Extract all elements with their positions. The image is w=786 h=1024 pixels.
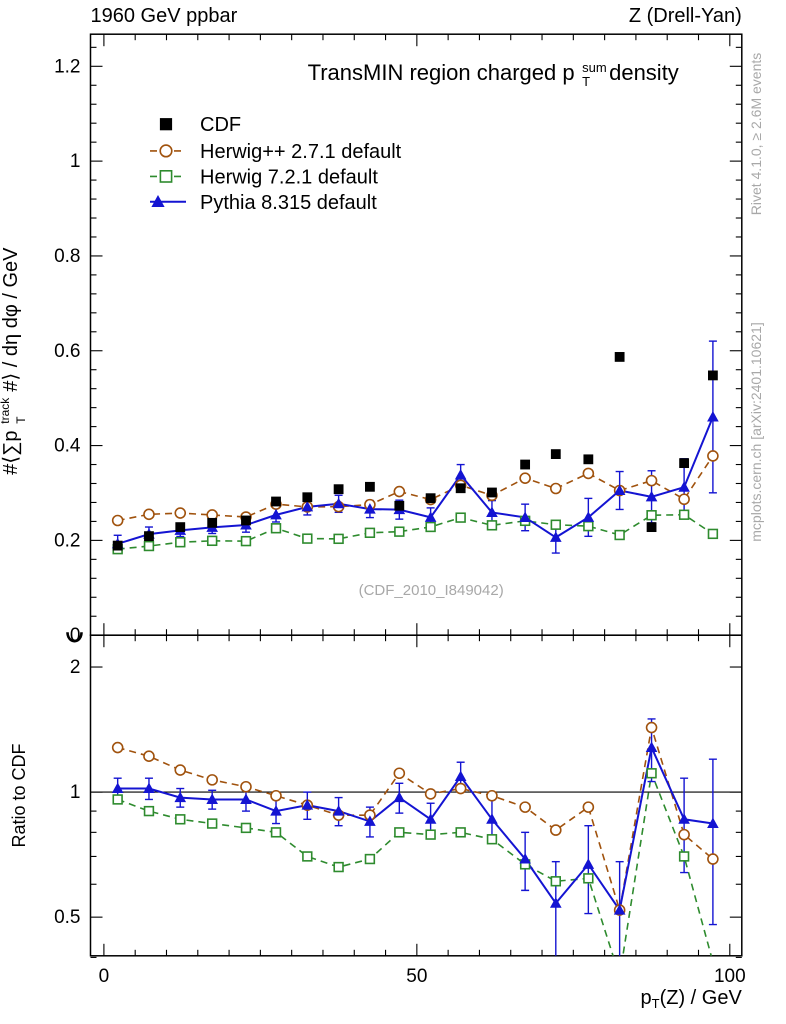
svg-text:0.6: 0.6 [54,341,80,362]
svg-text:#⟩ / dη dφ / GeV: #⟩ / dη dφ / GeV [0,247,22,392]
svg-text:0.8: 0.8 [54,246,80,267]
svg-text:T: T [14,416,28,424]
svg-text:0.2: 0.2 [54,530,80,551]
svg-text:Ratio to CDF: Ratio to CDF [9,743,29,847]
svg-text:Pythia 8.315 default: Pythia 8.315 default [200,192,377,214]
svg-text:100: 100 [714,966,746,987]
svg-text:sum: sum [582,60,607,75]
svg-text:density: density [609,60,679,85]
svg-text:Rivet 4.1.0, ≥ 2.6M events: Rivet 4.1.0, ≥ 2.6M events [748,53,764,216]
svg-text:TransMIN region charged p: TransMIN region charged p [308,60,575,85]
svg-text:0.5: 0.5 [54,907,80,928]
svg-text:track: track [0,397,12,424]
svg-text:mcplots.cern.ch [arXiv:2401.10: mcplots.cern.ch [arXiv:2401.10621] [748,322,764,541]
svg-text:T: T [582,74,590,89]
svg-text:2: 2 [70,657,81,678]
svg-text:1.2: 1.2 [54,56,80,77]
svg-text:0: 0 [99,966,110,987]
svg-text:1: 1 [70,151,81,172]
svg-text:1: 1 [70,782,81,803]
svg-text:#⟨∑p: #⟨∑p [0,431,22,475]
svg-text:CDF: CDF [200,114,241,136]
svg-text:0: 0 [70,625,81,646]
svg-text:50: 50 [406,966,427,987]
svg-text:Herwig++ 2.7.1 default: Herwig++ 2.7.1 default [200,141,402,163]
svg-text:Herwig 7.2.1 default: Herwig 7.2.1 default [200,166,378,188]
svg-text:Z (Drell-Yan): Z (Drell-Yan) [629,5,742,27]
svg-text:0.4: 0.4 [54,436,81,457]
svg-text:(CDF_2010_I849042): (CDF_2010_I849042) [359,582,504,599]
svg-text:1960 GeV ppbar: 1960 GeV ppbar [91,5,238,27]
